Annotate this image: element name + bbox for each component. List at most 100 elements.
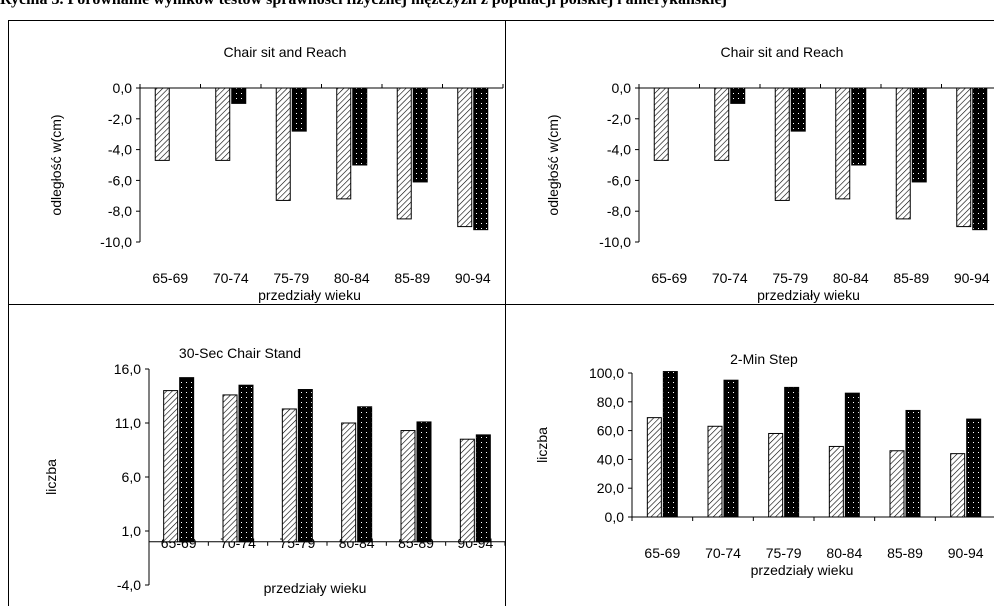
figure-caption: Rycina 3. Porównanie wyników testów spra… <box>0 0 994 20</box>
x-axis-label: przedziały wieku <box>264 580 367 596</box>
y-tick-label: -2,0 <box>108 111 132 127</box>
bar-series-1 <box>889 450 905 518</box>
bar-series-2 <box>291 87 307 132</box>
x-category-label: 80-84 <box>334 270 370 286</box>
y-tick-label: -6,0 <box>607 172 631 188</box>
x-category-label: 90-94 <box>954 270 990 286</box>
chart-sit-reach-right: Chair sit and Reach 0,0 -2,0 -4,0 -6,0 -8,0 -1… <box>545 44 994 303</box>
y-tick-label: 20,0 <box>597 480 624 496</box>
bar-series-2 <box>352 87 368 166</box>
x-category-label: 90-94 <box>948 545 984 561</box>
figure-caption-text: Rycina 3. Porównanie wyników testów spra… <box>0 0 727 9</box>
grid-divider-horizontal <box>8 304 994 305</box>
bar-series-2 <box>730 87 746 104</box>
bar-series-2 <box>905 409 921 518</box>
bar-series-1 <box>714 87 730 161</box>
y-axis-label: odległość w(cm) <box>48 114 64 215</box>
bar-series-1 <box>336 87 352 200</box>
bar-series-1 <box>341 422 357 543</box>
y-tick-label: 80,0 <box>597 394 624 410</box>
bar-series-2 <box>851 87 867 166</box>
bar-series-2 <box>416 421 432 543</box>
x-category-label: 85-89 <box>887 545 923 561</box>
x-category-label: 80-84 <box>833 270 869 286</box>
y-tick-label: -8,0 <box>607 203 631 219</box>
bar-series-2 <box>966 418 982 518</box>
bar-series-2 <box>790 87 806 132</box>
chart-title: Chair sit and Reach <box>224 44 347 60</box>
bar-series-2 <box>473 87 489 231</box>
x-axis-label: przedziały wieku <box>757 287 860 303</box>
x-category-label: 65-69 <box>651 270 687 286</box>
bar-series-1 <box>400 430 416 543</box>
bar-series-1 <box>222 394 238 543</box>
y-tick-label: -4,0 <box>108 142 132 158</box>
y-tick-label: 16,0 <box>114 361 141 377</box>
y-tick-label: 11,0 <box>115 415 141 431</box>
x-category-label: 85-89 <box>893 270 929 286</box>
y-tick-label: 40,0 <box>597 451 624 467</box>
bar-series-1 <box>895 87 911 220</box>
y-tick-label: -2,0 <box>607 111 631 127</box>
chart-grid <box>8 20 994 606</box>
y-tick-label: -10,0 <box>100 234 132 250</box>
bar-series-1 <box>835 87 851 200</box>
bar-series-2 <box>723 379 739 518</box>
x-axis-label: przedziały wieku <box>751 562 854 578</box>
y-tick-label: 0,0 <box>612 80 632 96</box>
bar-series-1 <box>457 87 473 228</box>
bar-series-2 <box>784 386 800 518</box>
bar-series-1 <box>163 390 179 543</box>
bar-series-2 <box>412 87 428 183</box>
y-axis-label: liczba <box>534 427 550 463</box>
x-category-label: 65-69 <box>644 545 680 561</box>
bar-series-1 <box>154 87 170 161</box>
bar-series-1 <box>950 453 966 518</box>
chart-chair-stand: 30-Sec Chair Stand16,011,06,01,0-4,065-6… <box>43 345 506 596</box>
x-axis-label: przedziały wieku <box>258 287 361 303</box>
bar-series-2 <box>662 371 678 518</box>
bar-series-2 <box>972 87 988 231</box>
y-tick-label: 0,0 <box>605 509 625 525</box>
bar-series-1 <box>774 87 790 201</box>
y-tick-label: 6,0 <box>122 469 142 485</box>
x-category-label: 75-79 <box>273 270 309 286</box>
x-category-label: 70-74 <box>213 270 249 286</box>
bar-series-1 <box>459 438 475 543</box>
bar-series-1 <box>653 87 669 161</box>
bar-series-2 <box>357 406 373 543</box>
bar-series-1 <box>956 87 972 228</box>
bar-series-2 <box>844 392 860 518</box>
chart-title: 30-Sec Chair Stand <box>179 345 301 361</box>
bar-series-2 <box>231 87 247 104</box>
x-category-label: 70-74 <box>712 270 748 286</box>
bar-series-1 <box>768 432 784 518</box>
y-tick-label: -10,0 <box>599 234 631 250</box>
chart-sit-reach-left: Chair sit and Reach 0,0 -2,0 -4,0 -6,0 -8,0 -1… <box>48 44 504 303</box>
x-category-label: 75-79 <box>766 545 802 561</box>
x-category-label: 85-89 <box>394 270 430 286</box>
bar-series-1 <box>215 87 231 161</box>
y-tick-label: -6,0 <box>108 172 132 188</box>
bar-series-2 <box>297 389 313 543</box>
grid-divider-vertical <box>505 20 506 606</box>
bar-series-1 <box>281 408 297 543</box>
bar-series-1 <box>646 417 662 518</box>
bar-series-1 <box>275 87 291 201</box>
x-category-label: 80-84 <box>826 545 862 561</box>
y-tick-label: 1,0 <box>122 523 142 539</box>
x-category-label: 75-79 <box>772 270 808 286</box>
bar-series-2 <box>238 384 254 543</box>
y-tick-label: 60,0 <box>597 423 624 439</box>
y-tick-label: -4,0 <box>607 142 631 158</box>
y-tick-label: -8,0 <box>108 203 132 219</box>
y-tick-label: -4,0 <box>117 577 141 593</box>
chart-2min-step: 2-Min Step 100,0 80,0 60,0 40,0 20,0 0,0 65-69 7… <box>534 351 994 578</box>
bar-series-1 <box>707 425 723 518</box>
chart-title: 2-Min Step <box>730 351 798 367</box>
y-axis-label: odległość w(cm) <box>545 114 561 215</box>
bar-series-1 <box>396 87 412 220</box>
bar-series-1 <box>828 445 844 518</box>
bar-series-2 <box>475 434 491 543</box>
y-tick-label: 100,0 <box>589 365 624 381</box>
